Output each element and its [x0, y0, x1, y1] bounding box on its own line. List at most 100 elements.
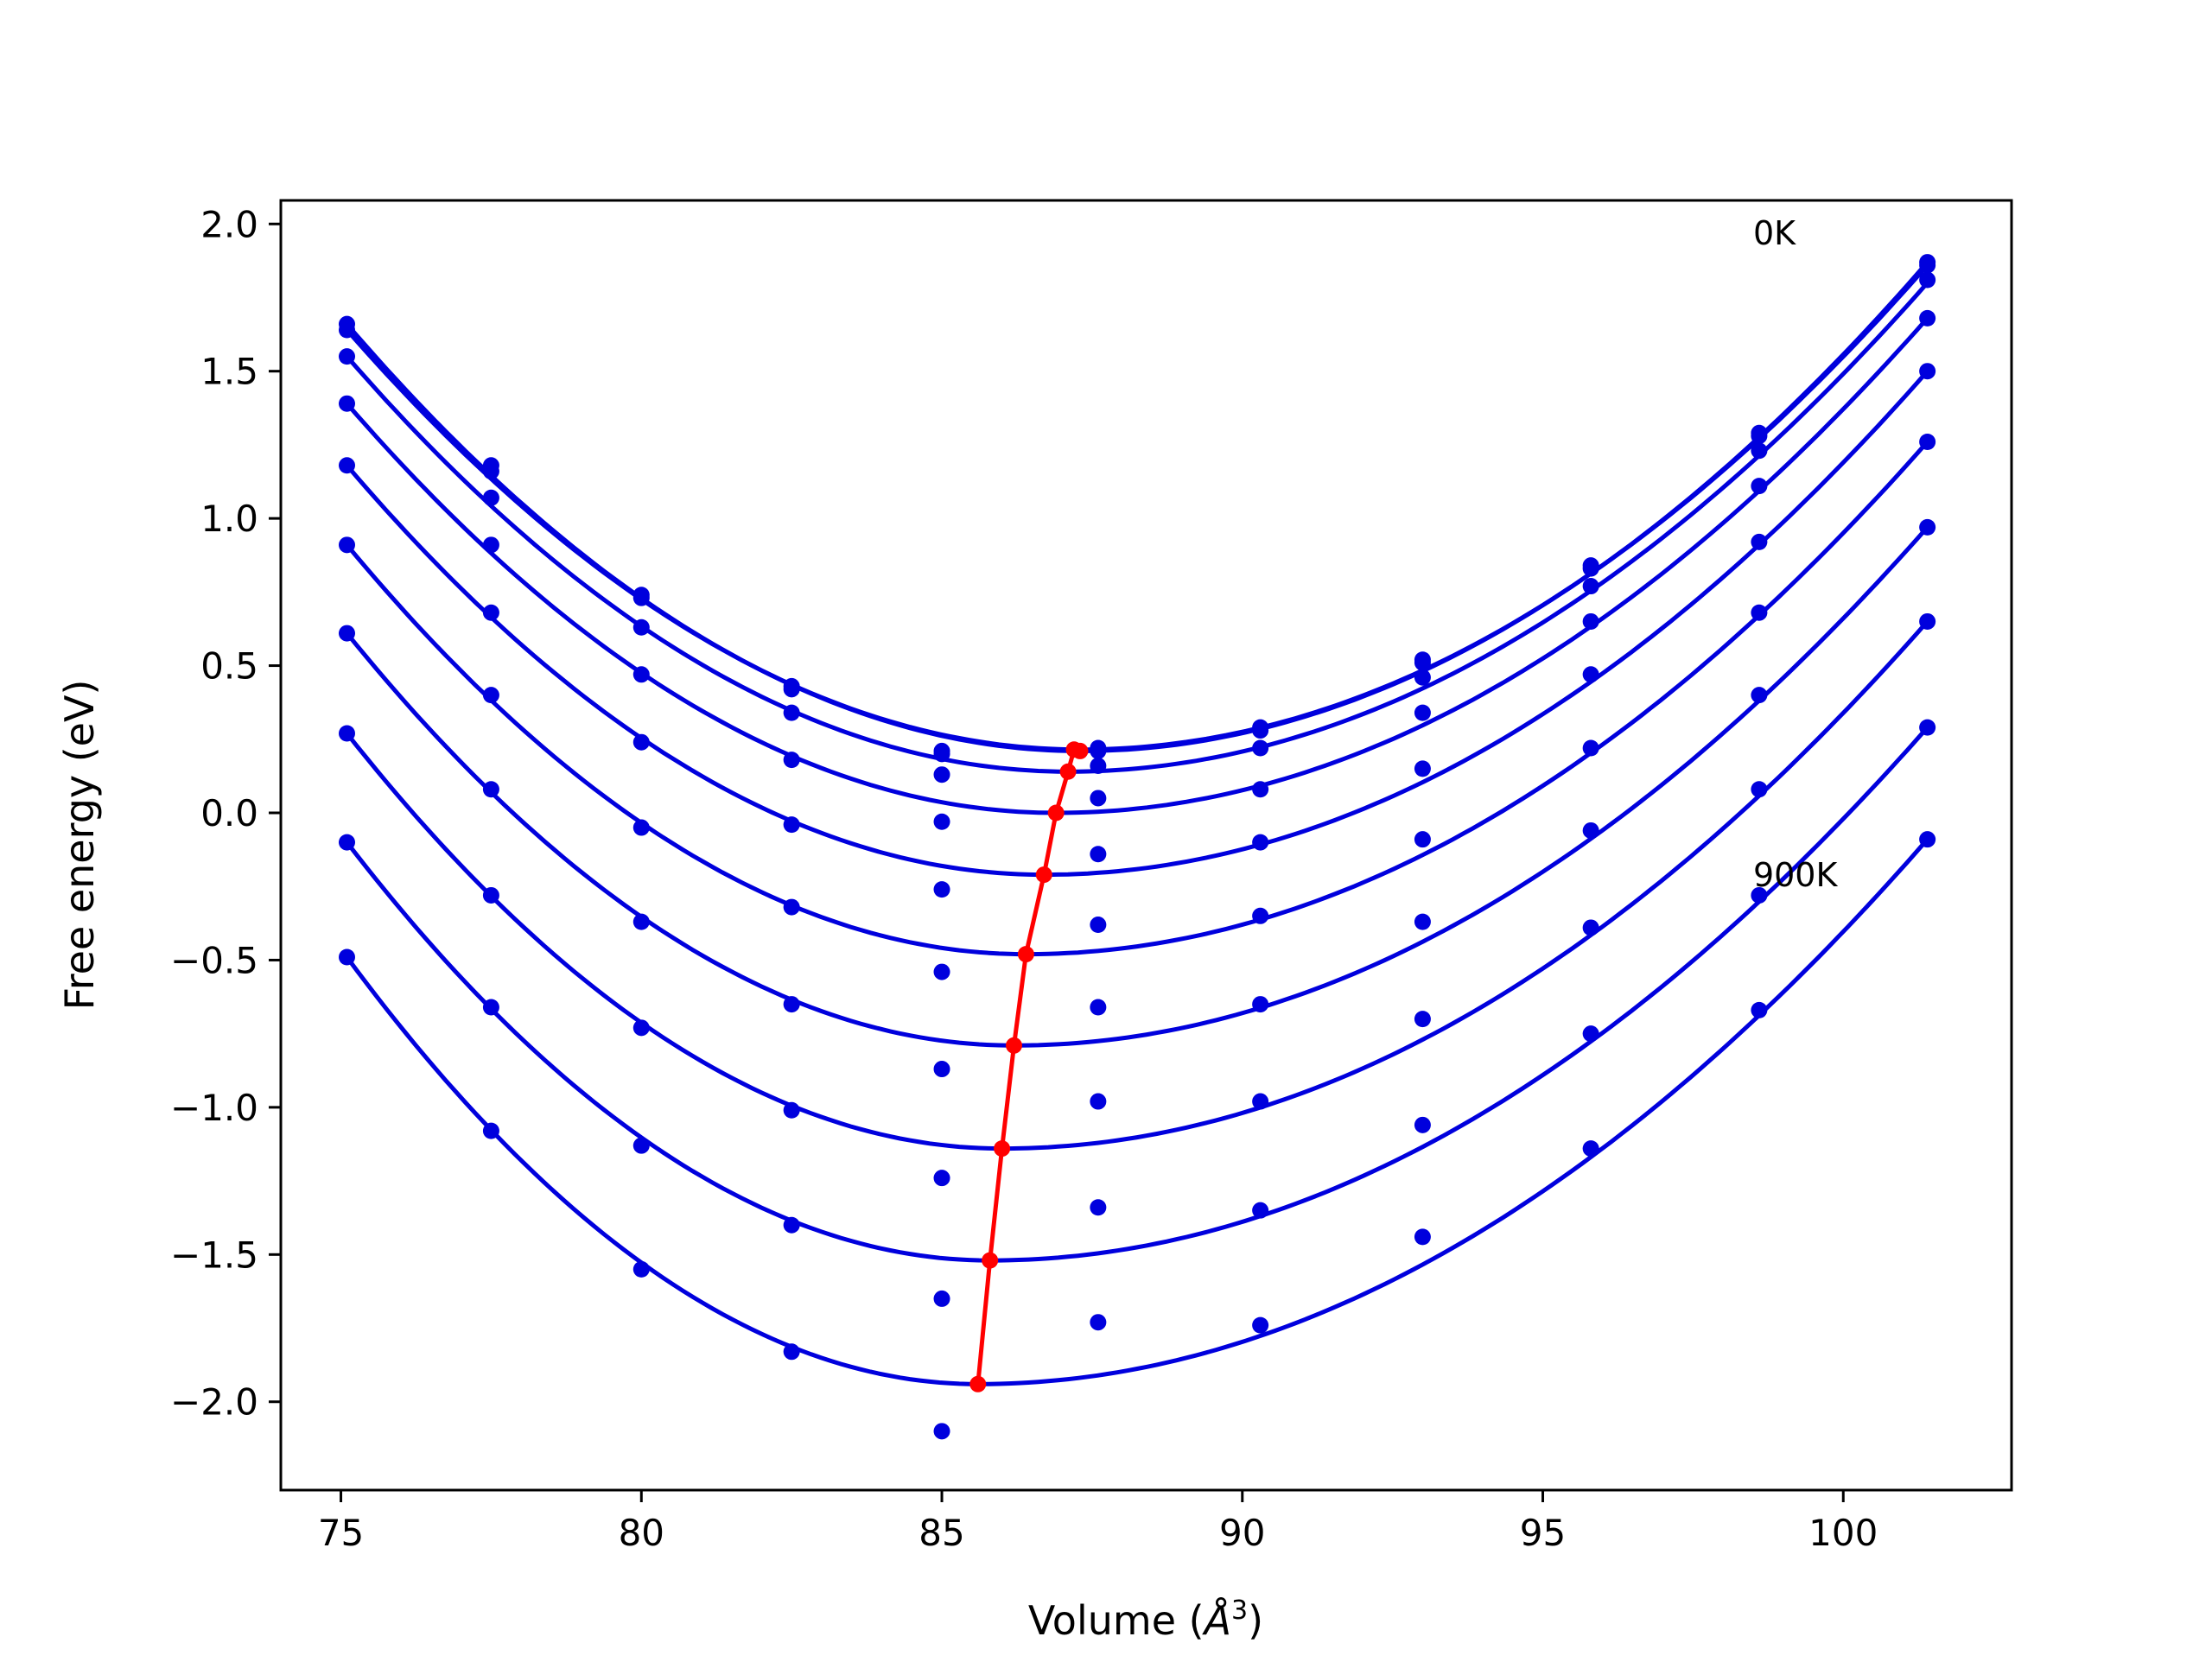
data-point-71: [1090, 999, 1107, 1016]
data-point-30: [1582, 578, 1599, 595]
data-point-80: [783, 1101, 800, 1119]
data-point-56: [482, 687, 499, 704]
fit-curve-6: [345, 525, 1929, 1048]
data-point-95: [1414, 1116, 1431, 1133]
fit-curve-3: [345, 316, 1929, 815]
data-point-16: [1090, 742, 1107, 759]
x-tick-label-1: 80: [619, 1512, 664, 1554]
data-point-74: [1582, 821, 1599, 839]
data-point-36: [783, 752, 800, 769]
data-point-45: [482, 604, 499, 621]
data-point-61: [1252, 907, 1269, 924]
data-point-54: [1919, 363, 1936, 380]
y-tick-label-7: −1.5: [170, 1234, 258, 1276]
data-point-50: [1252, 834, 1269, 851]
data-point-24: [632, 618, 650, 636]
y-tick-label-5: −0.5: [170, 939, 258, 981]
data-point-44: [339, 457, 356, 474]
data-point-52: [1582, 666, 1599, 683]
fit-curve-9: [345, 838, 1929, 1386]
data-point-96: [1582, 1025, 1599, 1043]
data-point-79: [632, 1019, 650, 1037]
y-tick-label-0: 2.0: [200, 203, 258, 245]
fit-curve-1: [345, 263, 1929, 752]
minimum-point-3: [1047, 804, 1065, 821]
fitted-curves: [345, 260, 1929, 1386]
data-point-103: [933, 1423, 950, 1440]
minimum-point-4: [1035, 866, 1052, 884]
data-point-57: [632, 819, 650, 836]
y-tick-label-6: −1.0: [170, 1087, 258, 1129]
data-point-70: [933, 1061, 950, 1078]
data-point-43: [1919, 309, 1936, 327]
data-point-33: [339, 395, 356, 412]
fit-curve-8: [345, 726, 1929, 1263]
data-point-101: [632, 1260, 650, 1278]
data-point-63: [1582, 739, 1599, 757]
data-point-58: [783, 898, 800, 916]
data-point-14: [783, 681, 800, 698]
minimum-point-5: [1017, 946, 1034, 963]
y-tick-label-4: 0.0: [200, 792, 258, 834]
data-point-92: [933, 1290, 950, 1307]
data-point-72: [1252, 996, 1269, 1013]
annotations: 0K 900K: [1753, 214, 1839, 894]
minimum-point-7: [994, 1140, 1011, 1158]
data-point-104: [1090, 1314, 1107, 1331]
x-axis-label-close: ): [1248, 1597, 1263, 1644]
data-point-23: [482, 489, 499, 506]
data-point-29: [1414, 669, 1431, 686]
data-point-48: [933, 881, 950, 898]
x-axis-label-main: Volume (: [1028, 1597, 1205, 1644]
data-point-108: [1751, 1001, 1768, 1018]
data-point-19: [1582, 560, 1599, 577]
data-point-93: [1090, 1199, 1107, 1216]
data-point-21: [1919, 257, 1936, 274]
data-point-40: [1414, 704, 1431, 721]
data-point-82: [1090, 1093, 1107, 1110]
data-point-100: [482, 1122, 499, 1139]
data-point-32: [1919, 271, 1936, 289]
fit-curve-2: [345, 281, 1929, 774]
minimum-point-8: [982, 1252, 999, 1269]
data-point-84: [1414, 1011, 1431, 1028]
data-point-89: [482, 999, 499, 1016]
x-tick-label-2: 85: [918, 1512, 964, 1554]
data-point-17: [1252, 722, 1269, 739]
data-point-42: [1751, 478, 1768, 495]
data-point-55: [339, 536, 356, 554]
x-tick-label-0: 75: [318, 1512, 364, 1554]
fit-curve-7: [345, 619, 1929, 1151]
data-point-39: [1252, 781, 1269, 798]
minimum-point-6: [1005, 1037, 1022, 1054]
x-axis-label: Volume (Å3): [1028, 1595, 1263, 1644]
minimum-point-2: [1059, 763, 1077, 780]
data-point-106: [1414, 1228, 1431, 1246]
x-axis-ticks: 75 80 85 90 95 100: [318, 1490, 1878, 1554]
data-point-77: [339, 725, 356, 742]
data-point-66: [339, 625, 356, 642]
data-point-64: [1751, 604, 1768, 621]
data-point-26: [933, 766, 950, 783]
data-point-68: [632, 913, 650, 930]
annotation-1: 900K: [1753, 856, 1839, 894]
data-point-98: [1919, 719, 1936, 736]
data-point-12: [482, 463, 499, 480]
data-point-87: [1919, 612, 1936, 630]
data-point-15: [933, 745, 950, 763]
data-point-107: [1582, 1140, 1599, 1158]
fit-curve-5: [345, 440, 1929, 957]
fit-curve-4: [345, 370, 1929, 878]
data-point-41: [1582, 612, 1599, 630]
data-point-67: [482, 781, 499, 798]
data-point-20: [1751, 428, 1768, 445]
data-point-102: [783, 1343, 800, 1361]
data-point-94: [1252, 1202, 1269, 1219]
minimum-point-1: [1065, 741, 1083, 758]
data-point-31: [1751, 442, 1768, 460]
minima-path: [969, 741, 1089, 1392]
data-point-99: [339, 948, 356, 966]
data-point-81: [933, 1170, 950, 1187]
